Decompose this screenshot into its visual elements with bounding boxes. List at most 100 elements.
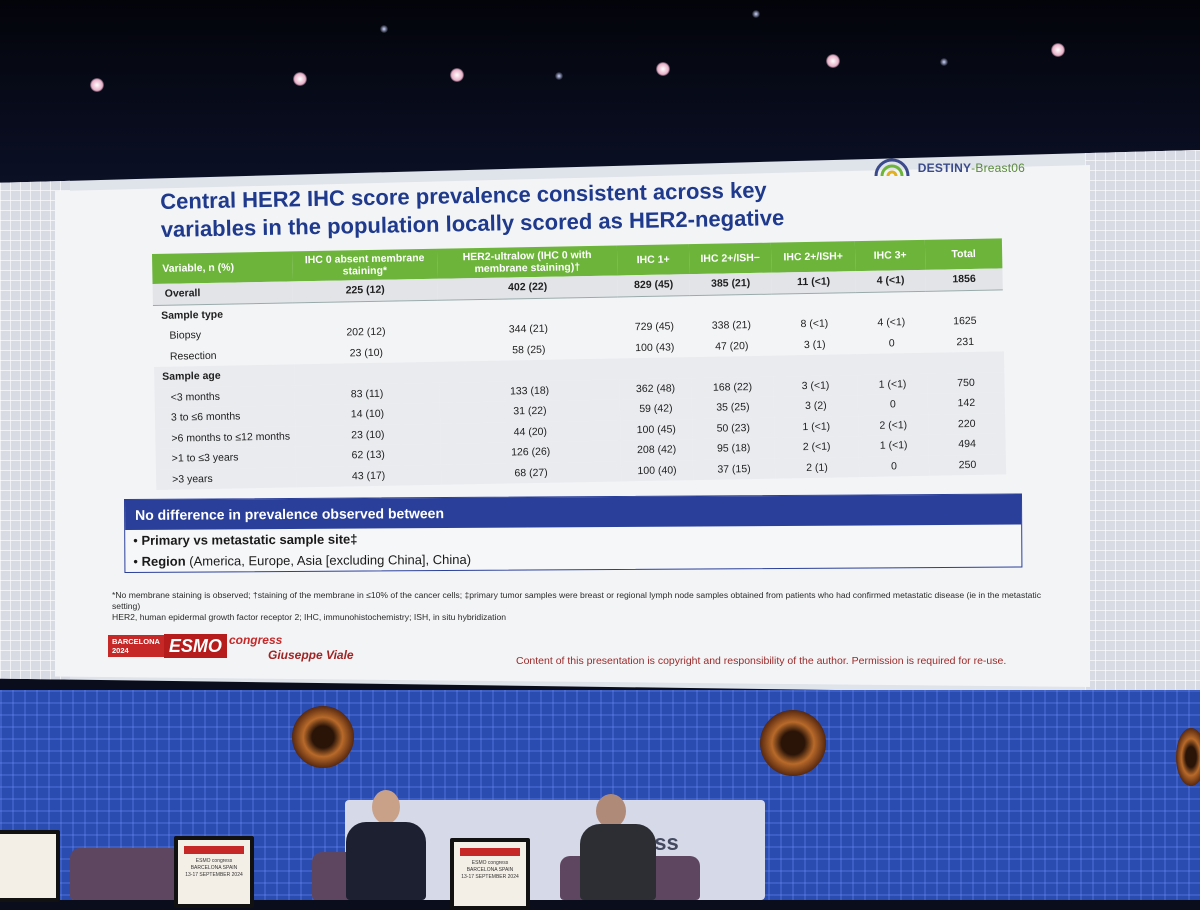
table-cell: 225 (12): [292, 278, 438, 303]
table-cell: 4 (<1): [877, 316, 906, 329]
table-cell: 3 (1): [803, 338, 826, 351]
column-header: IHC 3+: [854, 239, 926, 272]
callout-item-bold: Region: [141, 553, 186, 569]
callout-item-text: (America, Europe, Asia [excluding China]…: [185, 551, 472, 569]
ceiling-light: [293, 72, 307, 86]
table-cell: 47 (20): [715, 339, 749, 353]
table-cell: 100 (43): [635, 341, 675, 354]
table-cell: 100 (45): [620, 418, 693, 441]
study-brand: DESTINY-Breast06: [872, 158, 1025, 178]
table-cell: 23 (10): [295, 423, 441, 447]
table-cell: 750: [927, 371, 1005, 394]
table-cell: 168 (22): [691, 376, 774, 399]
ceiling-light: [940, 58, 948, 66]
chair: [70, 848, 180, 900]
table-cell: 0: [858, 455, 930, 478]
table-cell: 2 (1): [774, 456, 860, 479]
table-cell: 83 (11): [294, 382, 440, 406]
panelist-body: [346, 822, 426, 900]
table-cell: 23 (10): [349, 346, 384, 360]
table-cell: 95 (18): [692, 437, 775, 460]
esmo-logo: BARCELONA 2024 ESMO congress: [108, 633, 282, 658]
table-cell: 0: [888, 337, 895, 350]
stage-monitor: ESMO congress BARCELONA SPAIN 13-17 SEPT…: [174, 836, 254, 908]
copyright-notice: Content of this presentation is copyrigh…: [516, 655, 1007, 667]
esmo-year: 2024: [112, 646, 129, 655]
group-label: Sample age: [154, 364, 295, 388]
table-cell: 250: [928, 453, 1007, 476]
table-cell: 1625: [953, 315, 977, 328]
table-cell: 1 (<1): [857, 373, 928, 396]
table-cell: 2 (<1): [774, 436, 859, 459]
row-label: >6 months to ≤12 months: [155, 425, 296, 449]
table-cell: 62 (13): [295, 443, 441, 467]
table-cell: 8 (<1): [800, 317, 829, 331]
table-cell: 100 (40): [620, 459, 694, 482]
prevalence-table: Variable, n (%) IHC 0 absent membrane st…: [152, 238, 1007, 490]
column-header: HER2-ultralow (IHC 0 with membrane stain…: [436, 245, 618, 279]
ceiling-light: [450, 68, 464, 82]
table-cell: 50 (23): [692, 417, 775, 440]
esmo-city-block: BARCELONA 2024: [108, 635, 164, 657]
ceiling-light: [380, 25, 388, 33]
panelist: [578, 794, 668, 900]
esmo-name: ESMO: [163, 634, 227, 658]
table-cell: 362 (48): [619, 377, 692, 400]
column-header: IHC 2+/ISH−: [688, 242, 772, 275]
panelist-head: [372, 790, 400, 824]
stage-spotlight: [292, 706, 354, 768]
group-label: Sample type: [161, 308, 224, 322]
row-label: Resection: [169, 349, 217, 363]
monitor-brand: ESMO congress: [195, 858, 233, 864]
ceiling-light: [826, 54, 840, 68]
callout-box: No difference in prevalence observed bet…: [124, 493, 1023, 573]
monitor-city: BARCELONA SPAIN: [190, 865, 238, 871]
ceiling-light: [90, 78, 104, 92]
table-cell: 231: [956, 335, 975, 349]
monitor-header: [460, 848, 520, 856]
stage-monitor: [0, 830, 60, 902]
panelist-head: [596, 794, 626, 828]
table-cell: 385 (21): [689, 272, 772, 296]
table-cell: 14 (10): [294, 402, 441, 426]
table-cell: 4 (<1): [855, 269, 926, 293]
table-cell: 43 (17): [295, 464, 442, 488]
footnote: *No membrane staining is observed; †stai…: [112, 590, 1042, 623]
table-cell: 1856: [925, 268, 1003, 291]
stage-monitor: ESMO congress BARCELONA SPAIN 13-17 SEPT…: [450, 838, 530, 910]
table-cell: 11 (<1): [771, 271, 856, 294]
column-header: IHC 1+: [616, 244, 690, 276]
esmo-city: BARCELONA: [112, 637, 160, 646]
monitor-dates: 13-17 SEPTEMBER 2024: [185, 872, 243, 878]
row-label: >3 years: [155, 466, 297, 490]
table-cell: 202 (12): [346, 325, 386, 339]
footnote-line: HER2, human epidermal growth factor rece…: [112, 612, 507, 622]
screen-pattern-right: [1085, 150, 1200, 695]
panelist: [336, 790, 426, 900]
table-cell: 3 (<1): [773, 374, 858, 397]
row-label: <3 months: [154, 384, 295, 408]
stage-spotlight: [760, 710, 826, 776]
panelist-body: [580, 824, 656, 900]
table-cell: 59 (42): [619, 398, 693, 420]
table-cell: 68 (27): [440, 460, 622, 485]
column-header: Variable, n (%): [152, 251, 293, 284]
monitor-text: ESMO congress BARCELONA SPAIN 13-17 SEPT…: [178, 858, 250, 879]
monitor-header: [184, 846, 244, 854]
table-cell: 3 (2): [773, 395, 859, 418]
table-cell: 338 (21): [711, 319, 752, 333]
table-cell: 1 (<1): [774, 415, 859, 438]
row-label: 3 to ≤6 months: [154, 405, 296, 429]
monitor-brand: ESMO congress: [471, 860, 509, 866]
author-name: Giuseppe Viale: [268, 648, 354, 662]
row-label: >1 to ≤3 years: [155, 446, 296, 470]
table-cell: 37 (15): [692, 458, 776, 481]
callout-item: • Region (America, Europe, Asia [excludi…: [133, 551, 472, 569]
table-cell: 208 (42): [620, 439, 693, 461]
table-cell: 1 (<1): [858, 434, 929, 457]
table-cell: 220: [928, 412, 1006, 435]
stage-spotlight: [1176, 728, 1200, 786]
monitor-dates: 13-17 SEPTEMBER 2024: [461, 874, 519, 880]
ceiling-light: [752, 10, 760, 18]
monitor-text: ESMO congress BARCELONA SPAIN 13-17 SEPT…: [454, 860, 526, 881]
